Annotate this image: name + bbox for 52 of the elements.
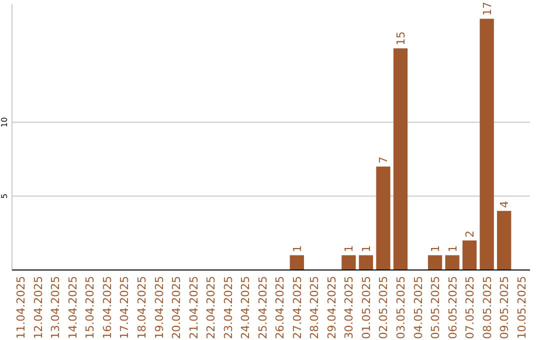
x-tick-label: 07.05.2025 <box>464 276 477 339</box>
data-label: 1 <box>360 245 373 252</box>
x-tick-label: 30.04.2025 <box>342 276 356 339</box>
bar <box>358 255 374 270</box>
bar <box>376 166 390 270</box>
data-label: 1 <box>429 245 442 252</box>
x-tick-label: 09.05.2025 <box>498 276 512 339</box>
x-tick-label: 04.05.2025 <box>412 276 425 339</box>
x-tick-label: 14.04.2025 <box>66 276 80 339</box>
y-tick-label: 10 <box>0 117 9 128</box>
bar <box>290 255 304 270</box>
x-tick-label: 25.04.2025 <box>256 276 270 339</box>
bar <box>428 255 442 270</box>
x-tick-label: 20.04.2025 <box>170 276 184 339</box>
x-tick-label: 12.04.2025 <box>32 276 45 339</box>
bar <box>342 255 356 270</box>
data-label: 1 <box>446 245 460 252</box>
x-tick-label: 28.04.2025 <box>308 276 322 339</box>
x-tick-label: 16.04.2025 <box>100 276 114 339</box>
bar <box>480 18 494 270</box>
x-tick-label: 24.04.2025 <box>239 276 252 339</box>
x-tick-label: 26.04.2025 <box>274 276 287 339</box>
data-label: 15 <box>394 31 408 46</box>
x-tick-label: 11.04.2025 <box>14 276 28 339</box>
x-tick-label: 06.05.2025 <box>446 276 460 339</box>
data-label: 1 <box>290 245 304 252</box>
x-tick-label: 05.05.2025 <box>429 276 442 339</box>
x-tick-label: 21.04.2025 <box>187 276 200 339</box>
data-label: 17 <box>480 2 494 16</box>
bar <box>497 210 512 270</box>
x-tick-label: 18.04.2025 <box>136 276 148 339</box>
x-tick-label: 23.04.2025 <box>222 276 235 339</box>
x-tick-label: 29.04.2025 <box>325 276 338 339</box>
x-tick-label: 01.05.2025 <box>360 276 373 339</box>
x-tick-label: 17.04.2025 <box>118 276 132 339</box>
bar <box>445 255 460 270</box>
x-tick-label: 02.05.2025 <box>377 276 390 339</box>
x-tick-label: 19.04.2025 <box>152 276 166 339</box>
bar <box>393 48 408 270</box>
data-label: 7 <box>377 156 390 164</box>
y-tick-label: 5 <box>0 194 9 199</box>
x-tick-label: 10.05.2025 <box>515 276 528 339</box>
x-tick-label: 13.04.2025 <box>49 276 62 339</box>
bar <box>462 240 477 270</box>
data-label: 4 <box>498 200 512 208</box>
x-tick-label: 15.04.2025 <box>84 276 97 339</box>
x-tick-label: 27.04.2025 <box>290 276 304 339</box>
data-label: 1 <box>342 245 356 252</box>
x-tick-label: 03.05.2025 <box>394 276 408 339</box>
data-label: 2 <box>464 230 477 238</box>
x-tick-label: 08.05.2025 <box>480 276 494 339</box>
x-tick-label: 22.04.2025 <box>204 276 218 339</box>
